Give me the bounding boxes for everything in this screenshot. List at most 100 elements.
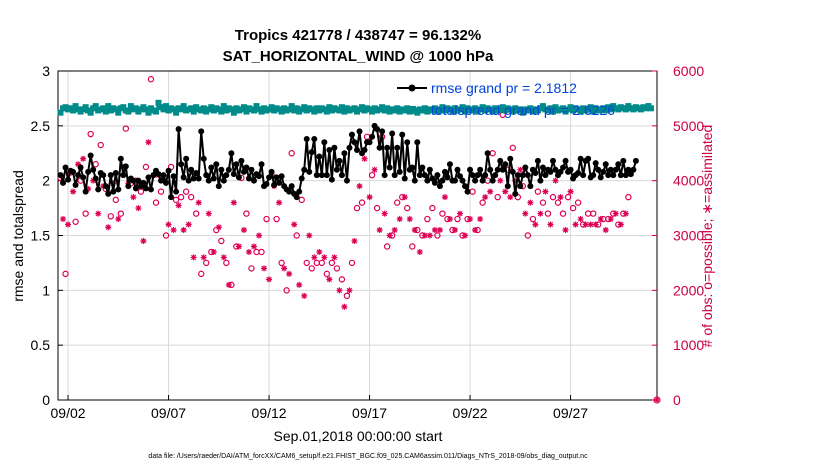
rmse-point xyxy=(178,161,185,168)
rmse-point xyxy=(163,179,170,186)
obs-assimilated-point xyxy=(421,232,428,239)
obs-assimilated-point xyxy=(532,221,539,228)
y-right-tick-label: 4000 xyxy=(673,173,704,189)
rmse-point xyxy=(469,172,476,179)
obs-possible-point xyxy=(348,259,356,267)
rmse-point xyxy=(346,144,353,151)
totalspread-point xyxy=(527,105,534,112)
totalspread-point xyxy=(218,108,225,115)
obs-assimilated-point xyxy=(502,188,509,195)
legend: rmse grand pr = 2.1812 totalspread grand… xyxy=(397,80,615,118)
obs-possible-point xyxy=(318,259,326,267)
rmse-point xyxy=(532,169,539,176)
obs-assimilated-point xyxy=(301,292,308,299)
obs-possible-point xyxy=(72,218,79,225)
obs-assimilated-point xyxy=(482,194,489,201)
rmse-point xyxy=(356,128,363,135)
rmse-point xyxy=(112,169,119,176)
obs-assimilated-point xyxy=(346,287,353,294)
obs-assimilated-point xyxy=(250,243,257,250)
totalspread-point xyxy=(268,104,275,111)
rmse-point xyxy=(235,174,242,181)
totalspread-point xyxy=(577,108,584,115)
x-axis: 09/02 09/07 09/12 09/17 09/22 09/27 xyxy=(51,395,588,421)
rmse-point xyxy=(150,172,157,179)
rmse-point xyxy=(379,128,386,135)
data-file-footnote: data file: /Users/raeder/DAI/ATM_forcXX/… xyxy=(148,453,588,460)
obs-assimilated-point xyxy=(70,188,77,195)
obs-assimilated-point xyxy=(85,185,92,192)
rmse-point xyxy=(552,166,559,173)
rmse-point xyxy=(271,182,278,189)
rmse-point xyxy=(384,144,391,151)
y-right-tick-label: 2000 xyxy=(673,282,704,298)
totalspread-point xyxy=(549,108,556,115)
y-tick-label: 1 xyxy=(42,282,50,298)
obs-assimilated-point xyxy=(406,216,413,223)
totalspread-point xyxy=(132,105,139,112)
rmse-point xyxy=(617,172,624,179)
rmse-point xyxy=(195,175,202,182)
rmse-point xyxy=(605,172,612,179)
rmse-point xyxy=(507,155,514,162)
obs-assimilated-point xyxy=(547,221,554,228)
rmse-point xyxy=(607,166,614,173)
x-tick-label: 09/02 xyxy=(51,405,86,421)
obs-assimilated-point xyxy=(210,248,217,255)
rmse-point xyxy=(549,157,556,164)
obs-possible-point xyxy=(147,76,155,83)
obs-assimilated-point xyxy=(381,210,388,217)
totalspread-point xyxy=(404,105,411,112)
obs-possible-point xyxy=(263,215,270,223)
totalspread-point xyxy=(120,104,127,111)
totalspread-point xyxy=(394,105,401,112)
rmse-point xyxy=(474,172,481,179)
obs-assimilated-point xyxy=(80,155,87,162)
totalspread-point xyxy=(421,105,428,112)
obs-assimilated-point xyxy=(592,221,599,228)
rmse-point xyxy=(457,173,464,180)
rmse-point xyxy=(266,174,273,181)
obs-possible-point xyxy=(298,196,305,204)
rmse-point xyxy=(323,172,330,179)
totalspread-point xyxy=(250,107,257,114)
obs-possible-point xyxy=(393,199,401,206)
totalspread-point xyxy=(228,106,235,113)
rmse-point xyxy=(321,139,328,146)
rmse-point xyxy=(243,164,250,171)
rmse-point xyxy=(72,182,79,189)
rmse-point xyxy=(145,174,152,181)
rmse-point xyxy=(110,188,117,195)
rmse-point xyxy=(600,168,607,175)
obs-assimilated-point xyxy=(557,194,564,201)
obs-assimilated-point xyxy=(296,281,303,288)
rmse-point xyxy=(389,130,396,137)
x-tick-label: 09/27 xyxy=(553,405,588,421)
obs-assimilated-point xyxy=(75,161,82,168)
obs-possible-point xyxy=(489,150,496,157)
rmse-point xyxy=(394,144,401,151)
rmse-point xyxy=(610,172,617,179)
x-axis-label: Sep.01,2018 00:00:00 start xyxy=(274,428,443,444)
totalspread-point xyxy=(258,108,265,115)
obs-possible-point xyxy=(323,270,331,278)
y-axis-right: 0 1000 2000 3000 4000 5000 6000 xyxy=(652,63,704,408)
obs-assimilated-point xyxy=(431,227,438,234)
rmse-point xyxy=(65,176,72,183)
rmse-point xyxy=(514,172,521,179)
rmse-point xyxy=(517,183,524,190)
totalspread-point xyxy=(414,109,421,116)
x-tick-label: 09/07 xyxy=(151,405,186,421)
obs-assimilated-point xyxy=(356,183,363,190)
totalspread-point xyxy=(145,109,152,116)
rmse-point xyxy=(630,166,637,173)
obs-possible-point xyxy=(112,196,119,204)
y-tick-label: 0 xyxy=(42,392,50,408)
obs-assimilated-point xyxy=(235,243,242,250)
rmse-point xyxy=(376,144,383,151)
obs-possible-point xyxy=(584,210,592,217)
rmse-point xyxy=(539,164,546,171)
totalspread-point xyxy=(105,103,112,110)
rmse-point xyxy=(444,174,451,181)
rmse-point xyxy=(263,180,270,187)
